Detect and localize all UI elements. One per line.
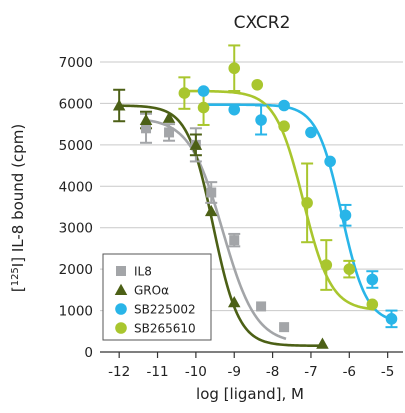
data-point-gro- (189, 138, 203, 150)
legend-label-gro-: GROα (134, 284, 169, 298)
data-point-gro- (227, 296, 241, 308)
chart-title: CXCR2 (234, 13, 291, 33)
x-axis-label: log [ligand], M (196, 385, 304, 403)
legend-marker-sb265610 (115, 322, 127, 334)
y-tick-label: 6000 (59, 96, 93, 112)
data-point-sb225002 (339, 209, 352, 222)
y-tick-label: 0 (84, 345, 93, 361)
x-tick-label: -7 (304, 364, 317, 380)
y-axis-label: [125I] IL-8 bound (cpm) (9, 124, 27, 292)
data-point-gro- (204, 204, 218, 217)
x-tick-label: -5 (381, 364, 394, 380)
data-point-sb265610 (197, 101, 210, 114)
legend-label-sb225002: SB225002 (134, 303, 196, 317)
x-tick-label: -8 (266, 364, 279, 380)
data-point-sb225002 (324, 155, 336, 168)
legend-marker-gro- (114, 283, 128, 295)
y-tick-label: 7000 (59, 55, 93, 71)
data-point-sb225002 (385, 313, 398, 325)
data-point-sb265610 (301, 197, 313, 209)
y-tick-label: 5000 (59, 138, 93, 154)
data-point-sb225002 (228, 103, 241, 116)
legend-label-il8: IL8 (134, 265, 152, 279)
data-point-sb265610 (251, 78, 264, 91)
data-point-il8 (141, 123, 152, 134)
data-point-sb225002 (255, 114, 267, 126)
fit-curve-il8 (143, 118, 287, 341)
x-tick-label: -11 (147, 364, 169, 380)
fit-curve-sb265610 (182, 89, 375, 311)
data-point-sb225002 (278, 99, 290, 112)
data-point-sb265610 (278, 120, 290, 133)
x-tick-label: -6 (343, 364, 356, 380)
y-tick-label: 1000 (59, 304, 93, 320)
fit-curve-sb225002 (201, 103, 394, 322)
y-axis-label-prefix: [ (9, 286, 27, 292)
x-axis-ticks: -12 -11 -10 -9 -8 -7 -6 -5 (108, 352, 394, 380)
legend: IL8 GROα SB225002 SB265610 (102, 253, 212, 341)
data-point-sb265610 (178, 87, 191, 99)
x-tick-label: -10 (185, 364, 207, 380)
legend-marker-sb225002 (115, 303, 127, 315)
data-point-il8 (229, 235, 240, 246)
data-point-gro- (112, 99, 126, 111)
data-point-sb265610 (320, 259, 333, 271)
data-point-il8 (279, 322, 290, 333)
data-point-il8 (256, 301, 267, 312)
data-point-il8 (206, 187, 217, 198)
data-point-gro- (139, 113, 153, 125)
y-tick-label: 3000 (59, 221, 93, 237)
x-tick-label: -12 (108, 364, 130, 380)
legend-label-sb265610: SB265610 (134, 322, 196, 336)
data-point-sb225002 (366, 273, 379, 286)
data-point-sb265610 (228, 62, 241, 75)
data-point-il8 (164, 127, 175, 138)
data-point-gro- (316, 337, 329, 349)
data-point-sb225002 (305, 126, 317, 139)
y-tick-label: 2000 (59, 262, 93, 278)
fit-curve-gro- (117, 104, 325, 348)
data-point-sb265610 (366, 298, 379, 311)
data-point-gro- (162, 111, 176, 123)
data-points (112, 62, 398, 349)
y-axis-label-suffix: I] IL-8 bound (cpm) (9, 124, 27, 267)
data-point-sb225002 (197, 85, 210, 97)
y-axis-label-superscript: 125 (10, 267, 21, 286)
y-tick-label: 4000 (59, 179, 93, 195)
y-axis-ticks: 0 1000 2000 3000 4000 5000 6000 7000 (59, 55, 93, 361)
x-tick-label: -9 (228, 364, 241, 380)
data-point-sb265610 (343, 263, 356, 275)
legend-marker-il8 (116, 266, 126, 276)
